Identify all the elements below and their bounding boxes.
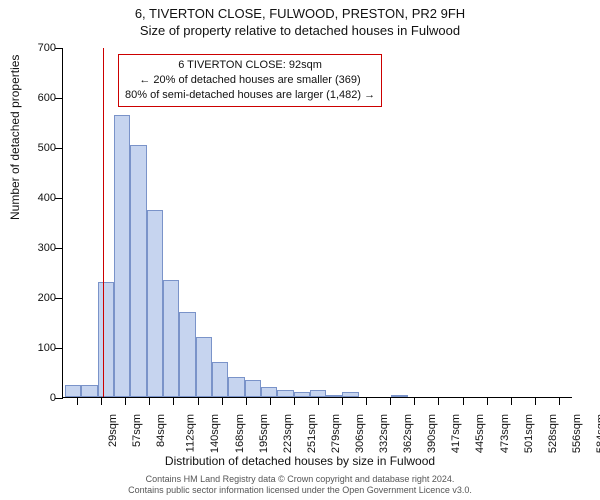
histogram-bar: [310, 390, 326, 398]
histogram-bar: [65, 385, 81, 398]
y-tick-label: 500: [0, 142, 56, 154]
x-tick-label: 501sqm: [523, 414, 535, 453]
x-tick-label: 445sqm: [475, 414, 487, 453]
annotation-box: 6 TIVERTON CLOSE: 92sqm← 20% of detached…: [118, 54, 382, 107]
x-tick: [535, 397, 536, 405]
x-tick: [342, 397, 343, 405]
y-tick-label: 300: [0, 242, 56, 254]
y-tick: [55, 98, 63, 99]
y-tick: [55, 398, 63, 399]
x-tick-label: 57sqm: [131, 414, 143, 447]
x-tick: [77, 397, 78, 405]
histogram-bar: [163, 280, 179, 398]
x-tick: [559, 397, 560, 405]
footer-line-2: Contains public sector information licen…: [0, 485, 600, 496]
annotation-line: 80% of semi-detached houses are larger (…: [125, 88, 375, 103]
annotation-line: 6 TIVERTON CLOSE: 92sqm: [125, 58, 375, 73]
x-tick-label: 140sqm: [210, 414, 222, 453]
y-tick-label: 200: [0, 292, 56, 304]
x-tick: [198, 397, 199, 405]
x-tick-label: 362sqm: [402, 414, 414, 453]
property-marker-line: [103, 48, 104, 397]
histogram-bar: [294, 392, 310, 397]
histogram-bar: [130, 145, 146, 398]
histogram-bar: [277, 390, 293, 398]
histogram-bar: [342, 392, 358, 397]
x-tick: [390, 397, 391, 405]
x-tick-label: 528sqm: [547, 414, 559, 453]
x-axis-label: Distribution of detached houses by size …: [0, 454, 600, 468]
x-tick-label: 584sqm: [595, 414, 600, 453]
y-tick: [55, 348, 63, 349]
x-tick-label: 84sqm: [155, 414, 167, 447]
x-tick: [414, 397, 415, 405]
x-tick-label: 332sqm: [378, 414, 390, 453]
x-tick-label: 279sqm: [330, 414, 342, 453]
x-tick: [149, 397, 150, 405]
y-tick-label: 600: [0, 92, 56, 104]
y-tick: [55, 48, 63, 49]
footer-attribution: Contains HM Land Registry data © Crown c…: [0, 474, 600, 497]
x-tick-label: 195sqm: [258, 414, 270, 453]
annotation-line: ← 20% of detached houses are smaller (36…: [125, 73, 375, 88]
histogram-bar: [228, 377, 244, 397]
y-tick: [55, 298, 63, 299]
x-tick: [173, 397, 174, 405]
histogram-bar: [114, 115, 130, 398]
x-tick: [463, 397, 464, 405]
x-tick: [270, 397, 271, 405]
x-tick-label: 112sqm: [185, 414, 197, 452]
histogram-bar: [81, 385, 97, 398]
x-tick-label: 29sqm: [107, 414, 119, 447]
y-tick-label: 100: [0, 342, 56, 354]
histogram-bar: [261, 387, 277, 397]
histogram-bar: [391, 395, 407, 398]
chart-container: 6, TIVERTON CLOSE, FULWOOD, PRESTON, PR2…: [0, 0, 600, 500]
histogram-bar: [326, 395, 342, 398]
y-tick-label: 700: [0, 42, 56, 54]
x-tick-label: 390sqm: [426, 414, 438, 453]
x-tick: [487, 397, 488, 405]
x-tick-label: 168sqm: [234, 414, 246, 453]
footer-line-1: Contains HM Land Registry data © Crown c…: [0, 474, 600, 485]
x-tick: [366, 397, 367, 405]
title-main: 6, TIVERTON CLOSE, FULWOOD, PRESTON, PR2…: [0, 0, 600, 21]
x-tick: [125, 397, 126, 405]
histogram-bar: [179, 312, 195, 397]
x-tick: [294, 397, 295, 405]
x-tick-label: 556sqm: [571, 414, 583, 453]
y-tick: [55, 198, 63, 199]
y-tick: [55, 248, 63, 249]
x-tick: [246, 397, 247, 405]
x-tick: [318, 397, 319, 405]
x-tick: [511, 397, 512, 405]
title-sub: Size of property relative to detached ho…: [0, 21, 600, 38]
x-tick: [222, 397, 223, 405]
x-tick: [101, 397, 102, 405]
histogram-bar: [245, 380, 261, 398]
x-tick-label: 417sqm: [451, 414, 463, 453]
x-tick-label: 223sqm: [282, 414, 294, 453]
histogram-bar: [212, 362, 228, 397]
x-tick-label: 251sqm: [306, 414, 318, 453]
x-tick: [438, 397, 439, 405]
histogram-bar: [147, 210, 163, 398]
y-tick-label: 400: [0, 192, 56, 204]
x-tick-label: 473sqm: [499, 414, 511, 453]
histogram-bar: [98, 282, 114, 397]
y-tick-label: 0: [0, 392, 56, 404]
x-tick-label: 306sqm: [354, 414, 366, 453]
y-tick: [55, 148, 63, 149]
histogram-bar: [196, 337, 212, 397]
